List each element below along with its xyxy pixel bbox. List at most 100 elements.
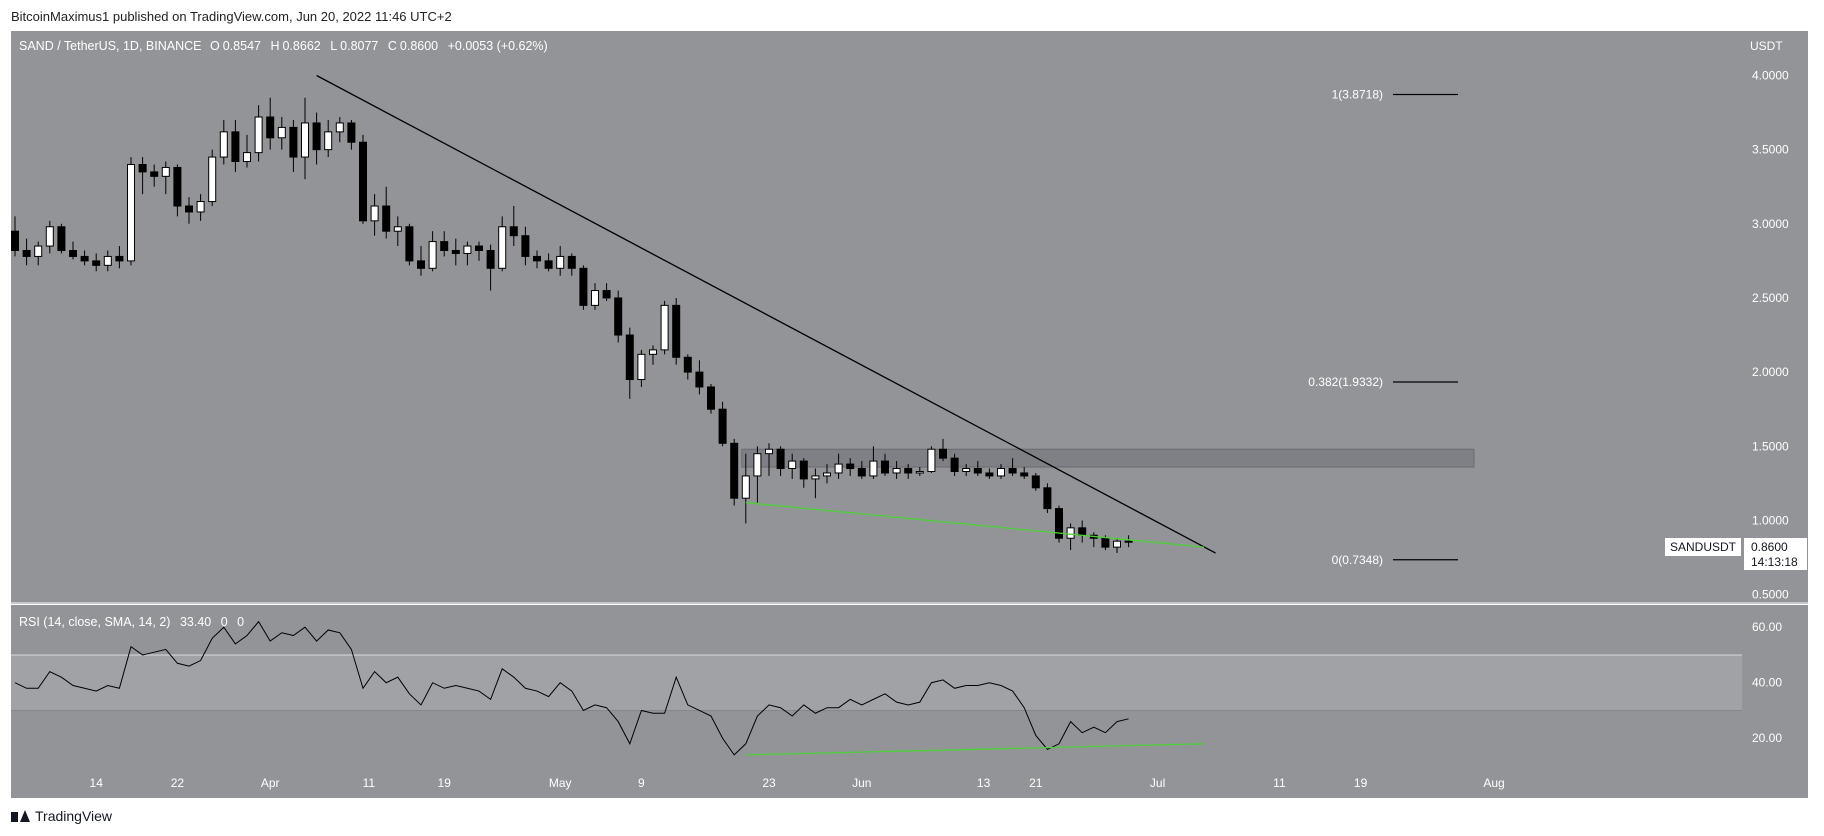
candle-body[interactable]: [637, 353, 646, 381]
candle-body[interactable]: [382, 205, 391, 232]
candle-body[interactable]: [869, 460, 878, 477]
candle-body[interactable]: [69, 250, 77, 257]
candle-body[interactable]: [579, 267, 588, 306]
candle-body[interactable]: [509, 226, 518, 237]
candle-body[interactable]: [1101, 537, 1110, 548]
candle-body[interactable]: [11, 230, 19, 252]
candle-body[interactable]: [741, 475, 750, 499]
candle-body[interactable]: [846, 463, 855, 470]
candle-body[interactable]: [359, 141, 367, 222]
candle-body[interactable]: [939, 448, 947, 459]
candle-body[interactable]: [277, 126, 286, 139]
candle-body[interactable]: [985, 472, 994, 477]
candle-body[interactable]: [370, 205, 379, 222]
candle-body[interactable]: [289, 126, 298, 158]
support-line[interactable]: [745, 501, 1205, 548]
candle-body[interactable]: [254, 116, 263, 154]
candle-body[interactable]: [301, 122, 309, 158]
candle-body[interactable]: [231, 131, 240, 163]
candle-body[interactable]: [799, 460, 808, 480]
price-pane[interactable]: [11, 31, 1742, 602]
candle-body[interactable]: [34, 245, 43, 257]
candle-body[interactable]: [92, 260, 101, 266]
tradingview-brand[interactable]: TradingView: [11, 808, 112, 824]
candle-body[interactable]: [753, 453, 762, 477]
candle-body[interactable]: [973, 468, 982, 474]
candle-body[interactable]: [602, 290, 611, 299]
candle-body[interactable]: [196, 201, 205, 213]
candle-body[interactable]: [1113, 540, 1121, 548]
candle-body[interactable]: [219, 131, 228, 158]
rsi-line[interactable]: [14, 620, 1129, 756]
candle-body[interactable]: [625, 334, 634, 381]
candle-body[interactable]: [811, 475, 820, 480]
candle-body[interactable]: [428, 241, 437, 269]
candle-body[interactable]: [672, 304, 681, 358]
candle-body[interactable]: [927, 448, 936, 472]
descending-trendline[interactable]: [316, 74, 1216, 554]
candle-body[interactable]: [614, 297, 623, 336]
time-axis-bg[interactable]: [11, 766, 1808, 798]
candle-body[interactable]: [950, 457, 959, 472]
candle-body[interactable]: [857, 468, 866, 477]
candle-body[interactable]: [22, 250, 31, 257]
candle-body[interactable]: [567, 255, 576, 269]
candle-body[interactable]: [1031, 475, 1040, 489]
candle-body[interactable]: [962, 468, 971, 472]
candle-body[interactable]: [730, 442, 739, 499]
candle-body[interactable]: [161, 166, 170, 177]
candle-body[interactable]: [127, 163, 135, 262]
candle-body[interactable]: [486, 250, 495, 269]
candle-body[interactable]: [173, 166, 182, 207]
candle-body[interactable]: [103, 255, 112, 266]
candle-body[interactable]: [915, 470, 924, 474]
candle-body[interactable]: [115, 255, 124, 262]
candle-body[interactable]: [324, 131, 333, 151]
candle-body[interactable]: [417, 260, 425, 269]
candle-body[interactable]: [150, 171, 159, 177]
candle-body[interactable]: [138, 163, 147, 173]
candle-body[interactable]: [475, 245, 483, 252]
candle-body[interactable]: [904, 468, 913, 474]
candle-body[interactable]: [498, 226, 507, 269]
candle-body[interactable]: [1078, 527, 1087, 536]
candle-body[interactable]: [823, 472, 831, 477]
candle-body[interactable]: [208, 156, 217, 203]
candle-body[interactable]: [463, 245, 472, 254]
rsi-support-line[interactable]: [745, 743, 1205, 756]
candle-body[interactable]: [347, 122, 356, 143]
candle-body[interactable]: [1020, 472, 1029, 477]
candle-body[interactable]: [649, 349, 657, 355]
resistance-zone[interactable]: [741, 448, 1475, 468]
candle-body[interactable]: [393, 226, 402, 232]
candle-body[interactable]: [57, 226, 66, 252]
candle-body[interactable]: [776, 448, 785, 470]
candle-body[interactable]: [765, 448, 773, 455]
candle-body[interactable]: [405, 226, 414, 262]
candle-body[interactable]: [266, 116, 275, 139]
candle-body[interactable]: [544, 260, 553, 269]
candle-body[interactable]: [695, 371, 704, 388]
candle-body[interactable]: [1055, 508, 1063, 539]
candle-body[interactable]: [185, 205, 193, 213]
candle-body[interactable]: [335, 122, 344, 133]
candle-body[interactable]: [533, 255, 541, 262]
candle-body[interactable]: [707, 386, 715, 410]
candle-body[interactable]: [80, 255, 89, 262]
candle-body[interactable]: [243, 152, 251, 163]
candle-body[interactable]: [1066, 527, 1075, 539]
candle-body[interactable]: [312, 122, 321, 151]
candle-body[interactable]: [1043, 487, 1052, 510]
candle-body[interactable]: [45, 226, 54, 247]
candle-body[interactable]: [591, 290, 599, 306]
candle-body[interactable]: [660, 304, 669, 351]
candle-body[interactable]: [683, 356, 692, 373]
rsi-axis-bg[interactable]: [1742, 605, 1808, 766]
candle-body[interactable]: [1008, 468, 1017, 474]
candle-body[interactable]: [556, 255, 565, 269]
candle-body[interactable]: [834, 463, 843, 474]
candle-body[interactable]: [451, 250, 460, 254]
candle-body[interactable]: [892, 468, 901, 474]
candle-body[interactable]: [1124, 540, 1133, 543]
candle-body[interactable]: [881, 460, 889, 474]
